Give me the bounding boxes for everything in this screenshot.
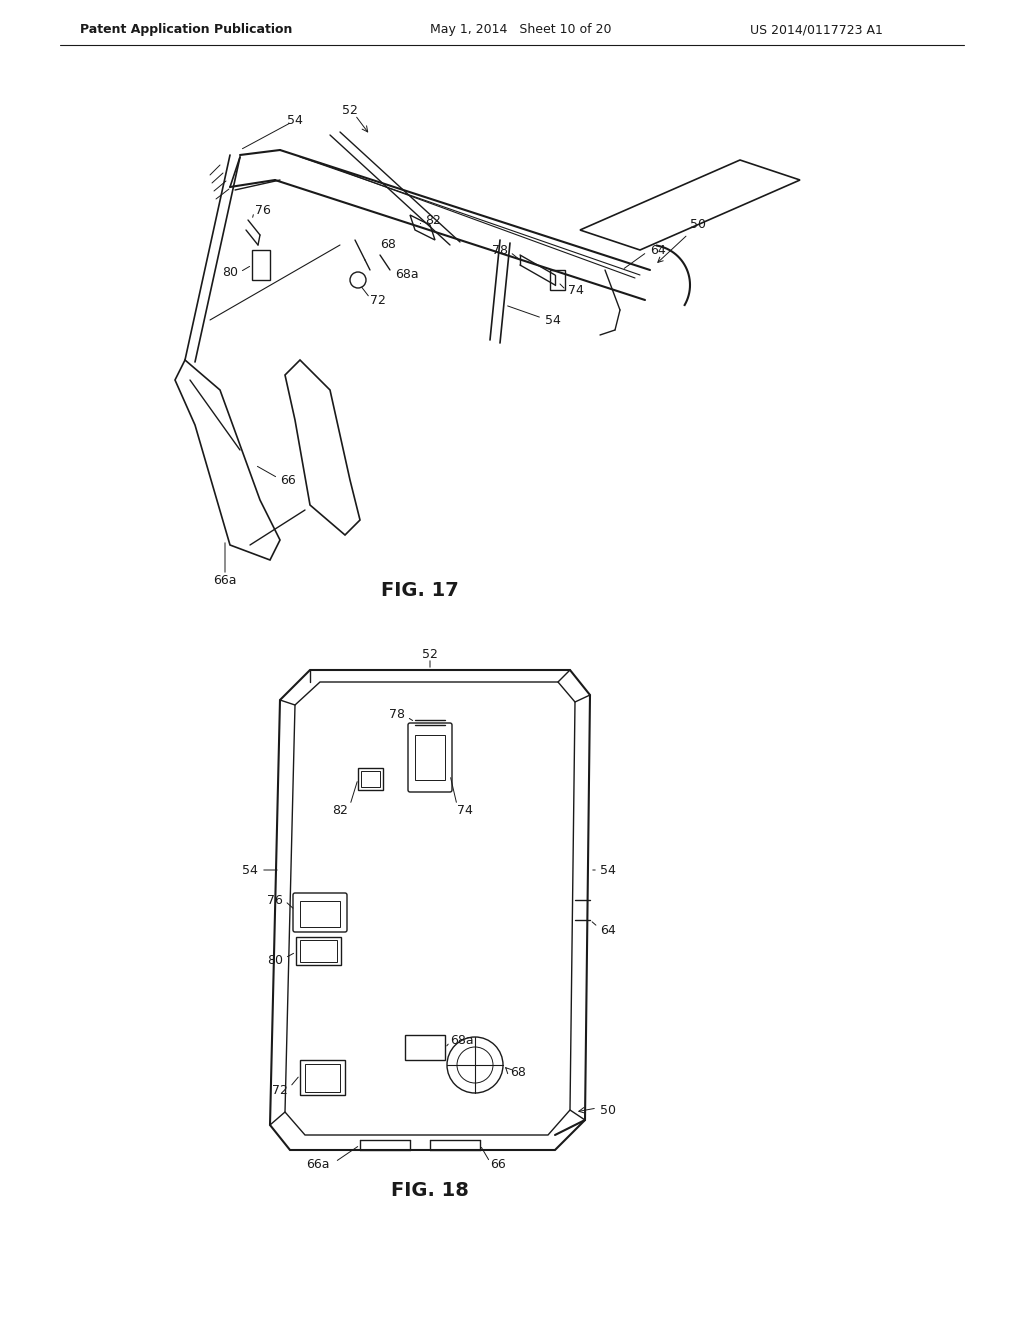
Text: 64: 64: [600, 924, 615, 936]
Text: US 2014/0117723 A1: US 2014/0117723 A1: [750, 24, 883, 37]
Text: 82: 82: [332, 804, 348, 817]
Text: May 1, 2014   Sheet 10 of 20: May 1, 2014 Sheet 10 of 20: [430, 24, 611, 37]
Text: FIG. 17: FIG. 17: [381, 581, 459, 599]
Text: 76: 76: [255, 203, 271, 216]
Text: 72: 72: [370, 293, 386, 306]
Text: 54: 54: [287, 114, 303, 127]
Text: 64: 64: [650, 243, 666, 256]
Text: 66: 66: [280, 474, 296, 487]
Text: 66a: 66a: [306, 1159, 330, 1172]
Text: 52: 52: [342, 103, 358, 116]
Text: 66a: 66a: [213, 573, 237, 586]
Bar: [406, 1035, 445, 1060]
Text: 50: 50: [600, 1104, 616, 1117]
Text: 74: 74: [457, 804, 473, 817]
Text: 54: 54: [600, 863, 615, 876]
Text: FIG. 18: FIG. 18: [391, 1180, 469, 1200]
Text: 52: 52: [422, 648, 438, 661]
Bar: [300, 902, 340, 927]
Bar: [550, 271, 565, 290]
Bar: [305, 1064, 340, 1092]
Text: 82: 82: [425, 214, 441, 227]
Text: 68a: 68a: [395, 268, 419, 281]
Text: Patent Application Publication: Patent Application Publication: [80, 24, 293, 37]
Text: 68: 68: [380, 239, 396, 252]
Text: 72: 72: [272, 1084, 288, 1097]
Text: 54: 54: [242, 863, 258, 876]
Bar: [300, 940, 337, 962]
Text: 50: 50: [657, 219, 706, 263]
Text: 68: 68: [510, 1065, 526, 1078]
Bar: [300, 1060, 345, 1096]
Bar: [361, 771, 380, 787]
Bar: [296, 937, 341, 965]
Text: 74: 74: [568, 284, 584, 297]
Text: 78: 78: [389, 709, 406, 722]
Bar: [252, 249, 270, 280]
Text: 68a: 68a: [450, 1034, 474, 1047]
Text: 80: 80: [267, 953, 283, 966]
Bar: [358, 768, 383, 789]
Text: 54: 54: [545, 314, 561, 326]
Text: 78: 78: [492, 243, 508, 256]
Text: 80: 80: [222, 265, 238, 279]
Text: 76: 76: [267, 894, 283, 907]
Text: 66: 66: [490, 1159, 506, 1172]
Bar: [415, 735, 445, 780]
